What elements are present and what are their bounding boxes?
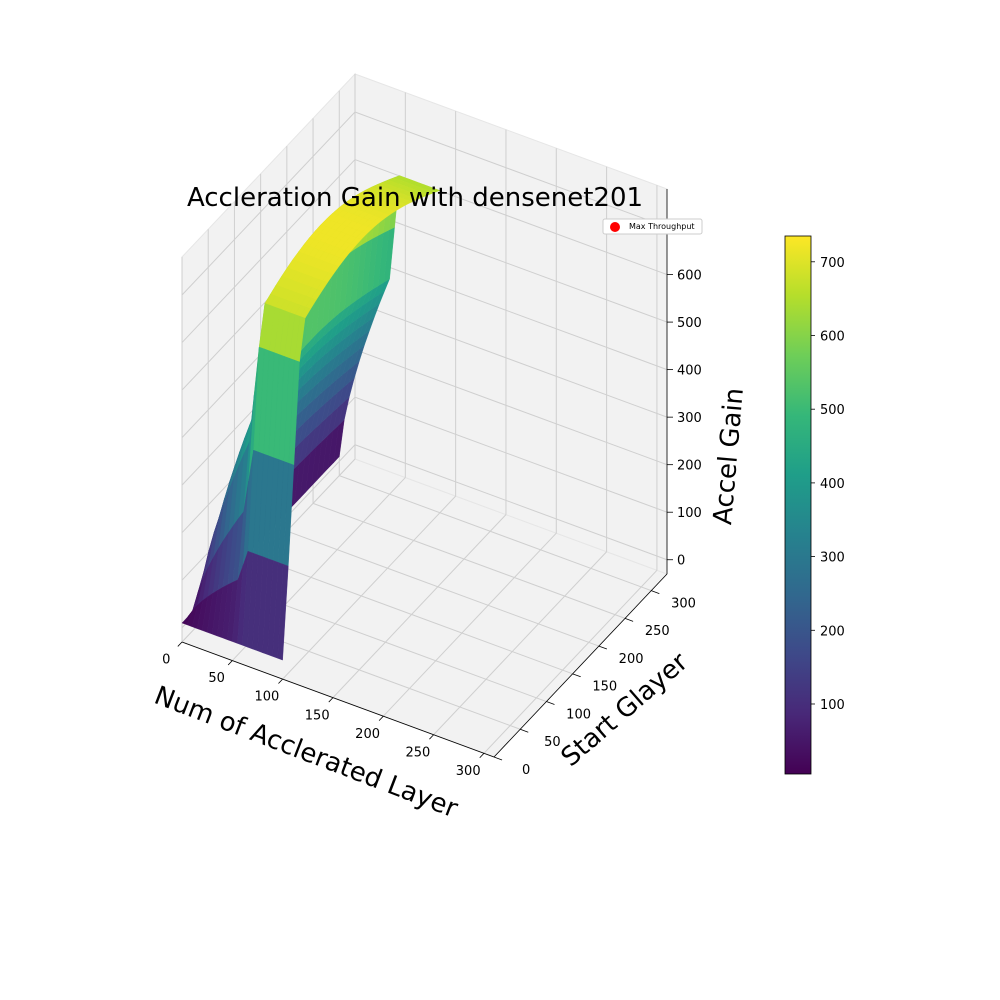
- grid-line-x: [282, 495, 457, 680]
- grid-line-y: [339, 475, 652, 592]
- y-tick-mark: [651, 590, 660, 594]
- x-axis-line: [181, 641, 495, 758]
- legend-marker-max-throughput: [610, 222, 620, 232]
- x-tick-label: 250: [405, 745, 430, 760]
- y-tick-mark: [493, 756, 503, 761]
- surface-plot: [181, 175, 441, 661]
- z-tick-label: 100: [677, 506, 702, 521]
- x-tick-label: 0: [162, 653, 170, 668]
- x-tick-mark: [378, 715, 384, 721]
- y-tick-label: 50: [544, 735, 561, 750]
- z-axis-label: Accel Gain: [708, 387, 750, 526]
- z-tick-label: 200: [677, 459, 702, 474]
- colorbar-tick-label: 600: [820, 330, 845, 345]
- grid-line-x: [382, 532, 557, 717]
- y-tick-mark: [624, 617, 634, 622]
- y-tick-label: 100: [566, 707, 591, 722]
- y-tick-mark: [572, 673, 581, 678]
- surface-patch: [277, 563, 289, 661]
- y-tick-label: 250: [645, 624, 670, 639]
- legend: Max Throughput: [602, 218, 703, 235]
- axis-panes: [181, 72, 668, 758]
- axis-lines: [181, 189, 668, 758]
- colorbar-ticks: 100 200 300 400 500 600 700: [811, 256, 845, 713]
- colorbar-tick-label: 700: [820, 256, 845, 271]
- z-tick-label: 500: [677, 316, 702, 331]
- colorbar-tick-label: 100: [820, 698, 845, 713]
- grid-line-y: [286, 530, 600, 647]
- colorbar-gradient: [784, 235, 812, 775]
- grid-line-z: [354, 206, 668, 323]
- grid-line-x: [483, 569, 658, 754]
- y-tick-label: 150: [592, 680, 617, 695]
- chart-title: Accleration Gain with densenet201: [187, 183, 643, 213]
- x-tick-label: 200: [355, 727, 380, 742]
- x-tick-mark: [177, 641, 183, 647]
- y-tick-mark: [546, 701, 555, 705]
- grid-line-z: [354, 301, 668, 418]
- y-tick-label: 300: [671, 597, 696, 612]
- grid-line-z: [354, 396, 668, 513]
- z-tick-label: 300: [677, 411, 702, 426]
- y-tick-mark: [520, 728, 529, 733]
- grid-line-x: [332, 514, 507, 698]
- x-tick-label: 100: [254, 690, 279, 705]
- y-tick-mark: [598, 645, 608, 650]
- colorbar: 100 200 300 400 500 600 700: [784, 235, 845, 775]
- colorbar-tick-label: 500: [820, 403, 845, 418]
- y-axis-line: [493, 573, 668, 758]
- colorbar-tick-label: 200: [820, 624, 845, 639]
- z-axis-ticks: 0100200300400500600700: [667, 221, 702, 569]
- z-tick-label: 0: [677, 554, 685, 569]
- grid-line-z: [181, 111, 356, 296]
- legend-label-max-throughput: Max Throughput: [629, 222, 695, 231]
- colorbar-tick-label: 400: [820, 477, 845, 492]
- x-tick-mark: [328, 697, 334, 703]
- x-tick-label: 150: [305, 708, 330, 723]
- x-tick-mark: [429, 734, 434, 740]
- x-tick-mark: [278, 678, 283, 684]
- legend-box: [602, 218, 703, 235]
- colorbar-tick-label: 300: [820, 551, 845, 566]
- x-tick-mark: [479, 753, 485, 759]
- x-tick-mark: [227, 660, 233, 666]
- x-tick-label: 300: [456, 764, 481, 779]
- grid-line-z: [354, 111, 668, 228]
- x-tick-label: 50: [208, 671, 225, 686]
- x-axis-ticks: 0 50 100 150 200 250 300: [162, 641, 485, 779]
- z-tick-label: 600: [677, 269, 702, 284]
- y-tick-label: 200: [619, 652, 644, 667]
- grid-line-z: [354, 349, 668, 466]
- grid-line-y: [260, 558, 573, 675]
- grid-line-z: [354, 444, 668, 561]
- grid-line-y: [234, 586, 547, 703]
- grid-line-x: [433, 551, 607, 736]
- grid-line-z: [181, 159, 356, 343]
- z-tick-label: 400: [677, 364, 702, 379]
- grid-line-y: [312, 502, 626, 619]
- y-tick-label: 0: [522, 763, 530, 778]
- grid-line-z: [354, 254, 668, 371]
